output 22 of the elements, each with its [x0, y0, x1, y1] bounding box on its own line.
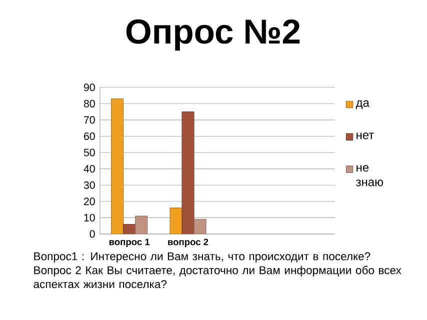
y-tick-label: 30	[84, 181, 95, 189]
bar	[111, 98, 124, 234]
text: Вопрос1 : Интересно ли Вам знать, что происходит в поселке?	[34, 252, 370, 262]
chart-title: Опрос №2	[126, 19, 300, 51]
legend-label: нет	[356, 132, 374, 140]
text: Вопрос 2 Как Вы считаете, достаточно ли Вам информации обо всех аспектах жизни поселка?	[34, 266, 402, 288]
y-tick-label: 0	[90, 230, 95, 238]
bar	[135, 216, 148, 234]
bar	[123, 224, 136, 234]
y-tick-label: 20	[84, 198, 95, 206]
y-tick-label: 10	[84, 214, 95, 222]
x-tick-label: вопрос 1	[109, 238, 150, 248]
y-tick-label: 60	[84, 132, 95, 140]
y-tick-label: 50	[84, 148, 95, 156]
y-tick-label: 70	[84, 116, 95, 124]
y-tick-label: 90	[84, 84, 95, 92]
bar	[182, 112, 194, 234]
y-tick-label: 40	[84, 165, 95, 173]
legend-label: не знаю	[356, 165, 383, 186]
x-tick-label: вопрос 2	[168, 238, 208, 248]
y-tick-label: 80	[84, 100, 95, 108]
legend-label: да	[356, 100, 370, 110]
